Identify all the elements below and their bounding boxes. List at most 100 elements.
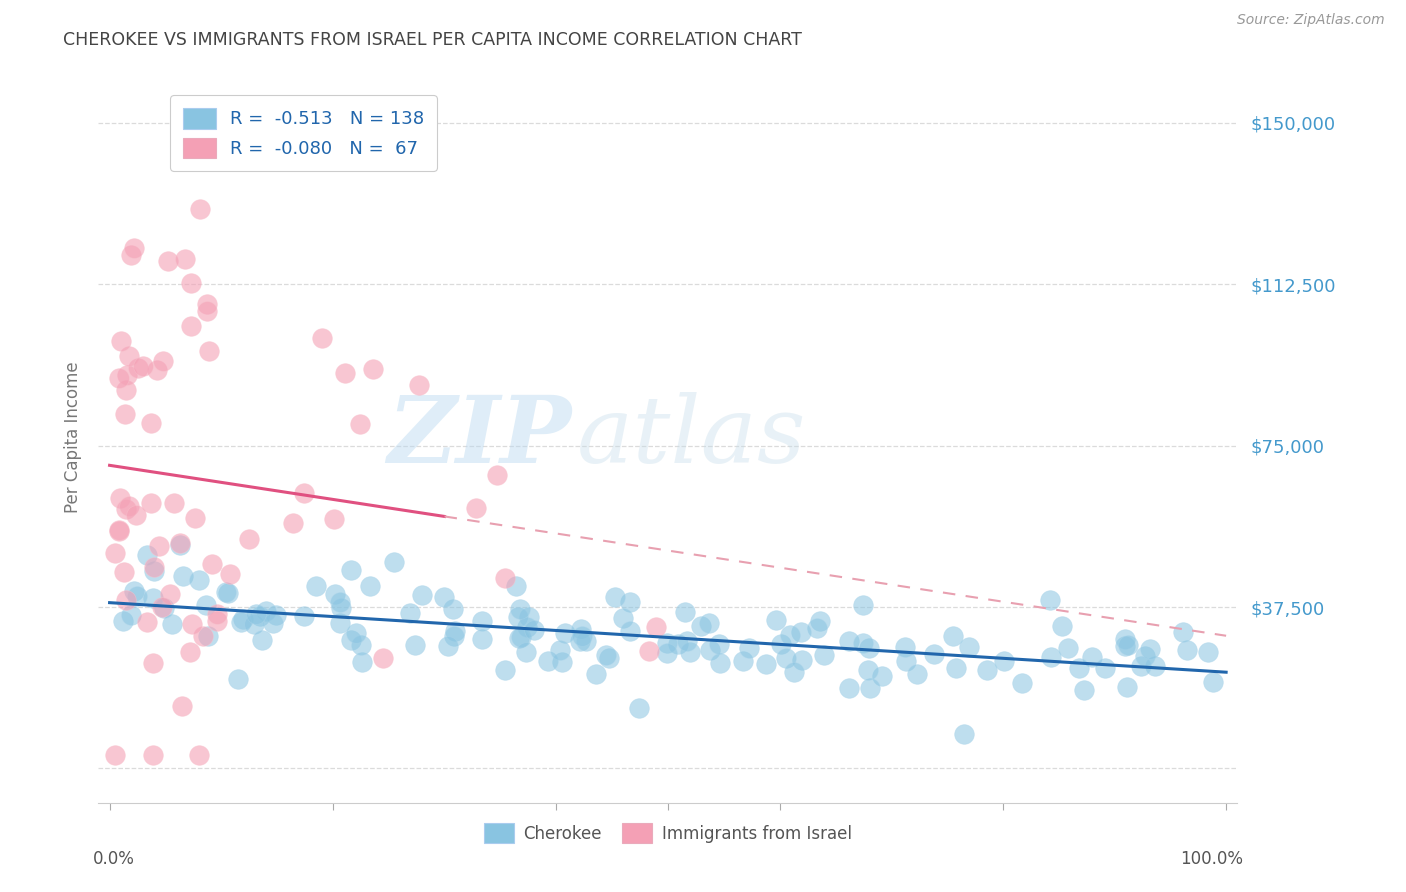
- Point: [305, 579, 328, 593]
- Point: [131, 359, 153, 373]
- Point: [350, 655, 373, 669]
- Point: [329, 616, 352, 631]
- Point: [494, 663, 516, 677]
- Point: [114, 407, 136, 421]
- Point: [443, 629, 465, 643]
- Point: [217, 585, 239, 599]
- Point: [205, 607, 228, 621]
- Point: [655, 646, 678, 660]
- Point: [188, 202, 211, 216]
- Point: [311, 331, 333, 345]
- Point: [605, 591, 627, 605]
- Point: [644, 620, 666, 634]
- Text: atlas: atlas: [576, 392, 806, 482]
- Point: [183, 511, 205, 525]
- Point: [1073, 682, 1095, 697]
- Point: [523, 623, 546, 637]
- Point: [361, 361, 384, 376]
- Point: [108, 524, 131, 538]
- Point: [135, 548, 157, 562]
- Point: [893, 640, 915, 654]
- Point: [852, 635, 875, 649]
- Point: [1067, 661, 1090, 675]
- Point: [668, 637, 690, 651]
- Point: [142, 656, 165, 670]
- Point: [569, 622, 592, 636]
- Point: [733, 654, 755, 668]
- Point: [945, 661, 967, 675]
- Point: [125, 508, 148, 523]
- Point: [136, 615, 159, 629]
- Point: [870, 669, 893, 683]
- Point: [346, 625, 368, 640]
- Point: [114, 383, 136, 397]
- Point: [465, 500, 488, 515]
- Point: [150, 600, 173, 615]
- Point: [172, 569, 194, 583]
- Point: [188, 748, 211, 763]
- Point: [689, 619, 711, 633]
- Point: [737, 640, 759, 655]
- Point: [1143, 658, 1166, 673]
- Y-axis label: Per Capita Income: Per Capita Income: [63, 361, 82, 513]
- Point: [676, 633, 699, 648]
- Point: [323, 511, 346, 525]
- Point: [292, 485, 315, 500]
- Point: [180, 318, 202, 333]
- Point: [172, 698, 194, 713]
- Point: [157, 253, 180, 268]
- Point: [127, 589, 149, 603]
- Point: [329, 595, 352, 609]
- Point: [612, 611, 634, 625]
- Point: [349, 417, 371, 432]
- Point: [108, 371, 131, 385]
- Point: [755, 657, 778, 671]
- Point: [120, 248, 142, 262]
- Point: [953, 727, 976, 741]
- Point: [232, 612, 254, 626]
- Point: [333, 366, 356, 380]
- Point: [108, 491, 131, 505]
- Point: [404, 638, 426, 652]
- Legend: Cherokee, Immigrants from Israel: Cherokee, Immigrants from Israel: [477, 817, 859, 849]
- Point: [792, 652, 814, 666]
- Point: [571, 629, 593, 643]
- Point: [548, 643, 571, 657]
- Point: [1129, 658, 1152, 673]
- Point: [111, 614, 134, 628]
- Point: [554, 626, 576, 640]
- Point: [340, 632, 363, 647]
- Point: [122, 241, 145, 255]
- Point: [107, 523, 129, 537]
- Point: [139, 496, 162, 510]
- Point: [790, 624, 813, 639]
- Point: [697, 615, 720, 630]
- Text: 0.0%: 0.0%: [93, 850, 135, 868]
- Point: [1135, 649, 1157, 664]
- Point: [169, 538, 191, 552]
- Point: [142, 560, 165, 574]
- Point: [250, 632, 273, 647]
- Point: [922, 647, 945, 661]
- Text: CHEROKEE VS IMMIGRANTS FROM ISRAEL PER CAPITA INCOME CORRELATION CHART: CHEROKEE VS IMMIGRANTS FROM ISRAEL PER C…: [63, 31, 803, 49]
- Point: [1175, 643, 1198, 657]
- Text: Source: ZipAtlas.com: Source: ZipAtlas.com: [1237, 13, 1385, 28]
- Point: [104, 748, 127, 763]
- Point: [1050, 619, 1073, 633]
- Point: [1011, 675, 1033, 690]
- Point: [408, 378, 430, 392]
- Point: [619, 595, 641, 609]
- Point: [858, 640, 880, 655]
- Point: [517, 609, 540, 624]
- Point: [398, 606, 420, 620]
- Point: [249, 609, 271, 624]
- Point: [707, 637, 730, 651]
- Point: [569, 633, 592, 648]
- Point: [441, 601, 464, 615]
- Point: [139, 417, 162, 431]
- Point: [471, 632, 494, 646]
- Point: [575, 634, 598, 648]
- Point: [1139, 641, 1161, 656]
- Point: [330, 601, 353, 615]
- Point: [585, 667, 607, 681]
